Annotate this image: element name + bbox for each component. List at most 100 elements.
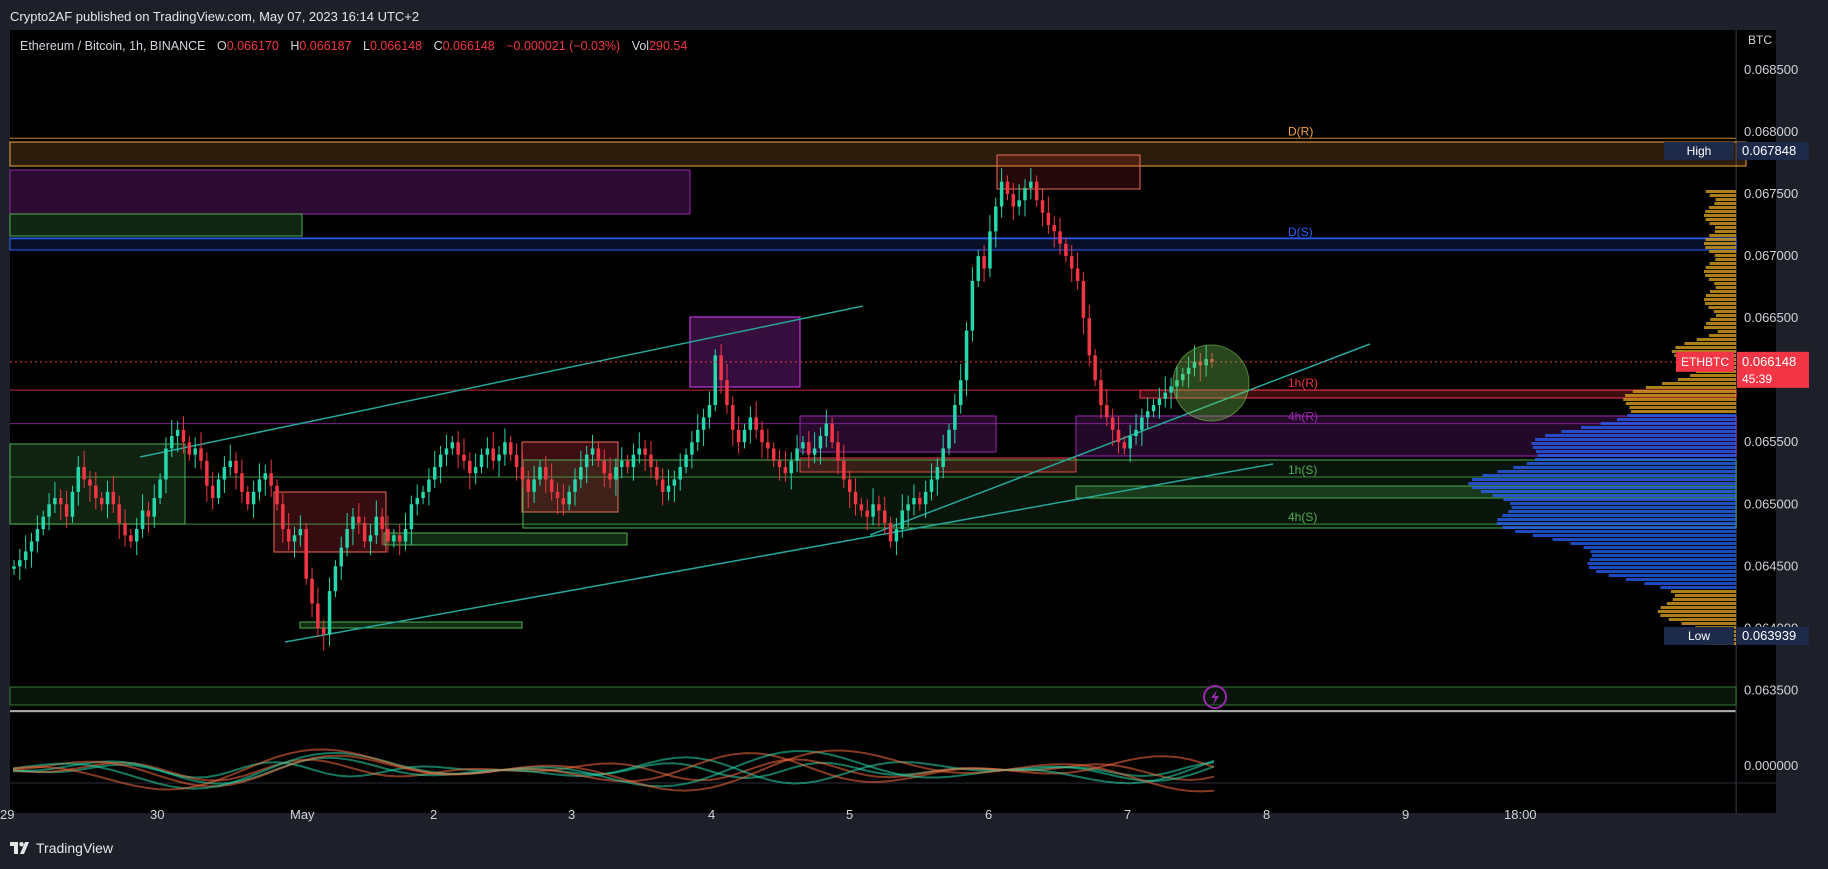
volume-profile-bar: [1696, 338, 1736, 341]
volume-profile-bar: [1716, 314, 1736, 317]
candle-body: [771, 448, 776, 461]
candle-body: [532, 479, 536, 492]
candle-body: [1034, 181, 1039, 201]
zone-box: [9, 169, 691, 215]
volume-profile-bar: [1589, 558, 1736, 561]
candle-body: [1017, 200, 1021, 207]
candle-body: [672, 479, 677, 486]
candle-body: [894, 529, 899, 542]
candle-body: [590, 448, 595, 455]
volume-profile-bar: [1580, 426, 1736, 429]
candle-body: [497, 454, 501, 461]
high-tag-bg: [1664, 141, 1734, 160]
candle-body: [298, 529, 303, 536]
candle-body: [397, 535, 402, 542]
volume-profile-bar: [1709, 334, 1736, 337]
volume-profile-bar: [1537, 454, 1736, 457]
candle-body: [1069, 256, 1074, 269]
candle-body: [608, 473, 612, 480]
low-tag-bg: [1664, 626, 1734, 645]
volume-profile-bar: [1708, 206, 1736, 209]
price-tick-label: 0.068500: [1744, 62, 1798, 77]
volume-profile-bar: [1535, 438, 1736, 441]
candle-body: [953, 405, 957, 430]
candle-body: [1064, 243, 1068, 257]
volume-profile-bar: [1714, 230, 1736, 233]
open-value: 0.066170: [226, 39, 279, 53]
volume-profile-bar: [1595, 570, 1736, 573]
candle-body: [690, 442, 694, 455]
candle-body: [1105, 405, 1109, 418]
candle-body: [584, 454, 589, 468]
candle-body: [579, 467, 583, 480]
candle-body: [234, 460, 238, 474]
highlight-circle: [1172, 344, 1250, 422]
candle-body: [246, 491, 250, 505]
candle-body: [538, 467, 542, 480]
volume-profile-bar: [1705, 210, 1736, 213]
zone-box: [9, 686, 1737, 706]
candle-body: [134, 529, 139, 542]
symbol-label[interactable]: Ethereum / Bitcoin, 1h, BINANCE: [20, 39, 206, 53]
candle-body: [1169, 386, 1173, 393]
volume-profile-bar: [1708, 278, 1736, 281]
candle-body: [1029, 181, 1033, 188]
candle-body: [193, 448, 197, 455]
price-tick-label: 0.064500: [1744, 558, 1798, 573]
high-value-label: 0.067848: [1742, 143, 1796, 158]
volume-profile-bar: [1510, 502, 1736, 505]
zone-box: [996, 154, 1141, 190]
open-label: O: [216, 39, 227, 53]
time-tick-label: 30: [150, 807, 164, 822]
candle-body: [701, 417, 706, 430]
volume-profile-bar: [1588, 566, 1736, 569]
high-label: H: [290, 39, 300, 53]
candle-body: [479, 454, 484, 468]
countdown-label: 45:39: [1742, 372, 1772, 386]
candle-body: [392, 535, 396, 542]
candle-body: [175, 429, 180, 437]
volume-profile-bar: [1704, 270, 1736, 273]
trend-line: [139, 305, 864, 458]
volume-profile-bar: [1714, 282, 1736, 285]
candle-body: [403, 529, 408, 542]
candle-body: [555, 491, 560, 499]
chart-area[interactable]: D(R) D(S) 1h(R) 4h(R) 1h(S) 4h(S) BTC 0.068500 0…: [0, 30, 1828, 828]
candle-body: [795, 448, 799, 461]
volume-profile-bar: [1705, 190, 1736, 193]
time-tick-label: 8: [1263, 807, 1270, 822]
high-tag-label: High: [1687, 144, 1712, 158]
time-tick-label: 29: [0, 807, 14, 822]
volume-profile-bar: [1590, 550, 1736, 553]
oscillator-wave: [13, 748, 1215, 793]
candle-body: [444, 448, 449, 455]
candle-body: [473, 467, 478, 474]
chart-svg[interactable]: D(R) D(S) 1h(R) 4h(R) 1h(S) 4h(S) BTC 0.068500 0…: [0, 30, 1828, 828]
candle-body: [216, 479, 221, 499]
candle-body: [1151, 405, 1156, 412]
candle-body: [818, 436, 823, 449]
volume-profile-bar: [1471, 486, 1736, 489]
volume-profile-bar: [1705, 238, 1736, 241]
volume-profile-bar: [1671, 350, 1736, 353]
candle-body: [923, 491, 928, 505]
tradingview-logo[interactable]: TradingView: [10, 840, 113, 856]
candle-body: [421, 491, 425, 499]
volume-profile-bar: [1552, 538, 1736, 541]
price-tick-label: 0.067000: [1744, 248, 1798, 263]
candle-body: [228, 460, 232, 468]
volume-profile-bar: [1705, 274, 1736, 277]
candle-body: [409, 504, 414, 530]
candle-body: [23, 551, 28, 561]
candle-body: [456, 442, 460, 455]
volume-profile-bar: [1662, 382, 1736, 385]
candle-body: [830, 423, 834, 443]
candle-body: [1099, 380, 1103, 406]
candle-body: [1005, 181, 1010, 195]
candle-body: [918, 498, 922, 505]
candle-body: [748, 417, 753, 430]
volume-profile-bar: [1684, 342, 1736, 345]
candle-body: [158, 479, 162, 499]
volume-profile-bar: [1660, 586, 1736, 589]
volume-profile-bar: [1710, 318, 1736, 321]
